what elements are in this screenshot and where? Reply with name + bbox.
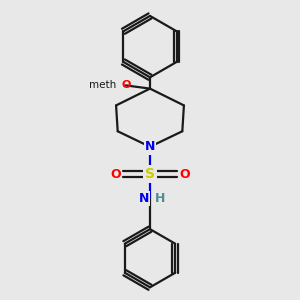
Text: H: H [154,192,165,205]
Text: meth: meth [89,80,117,90]
Text: O: O [121,80,130,90]
Text: N: N [145,140,155,153]
Text: O: O [179,168,190,181]
Text: O: O [110,168,121,181]
Text: N: N [139,192,149,205]
Text: S: S [145,167,155,181]
